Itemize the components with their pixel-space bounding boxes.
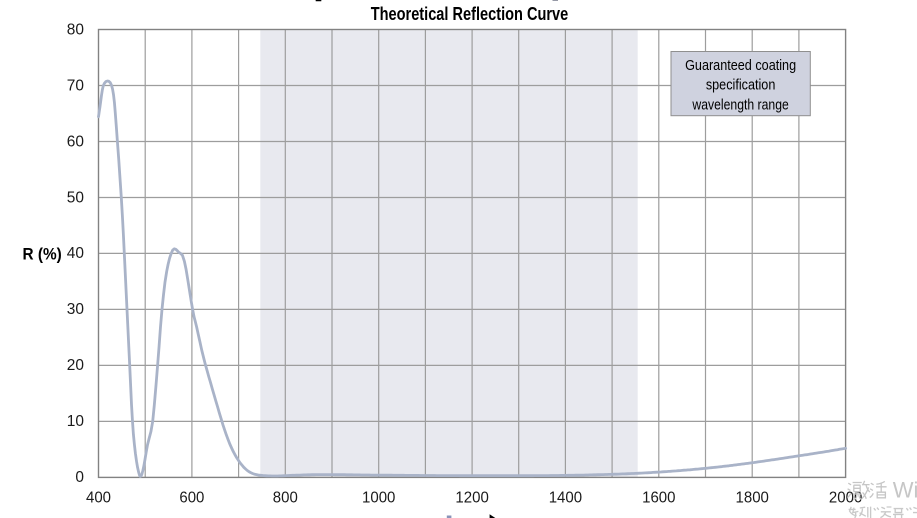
- svg-text:60: 60: [67, 133, 84, 150]
- svg-text:600: 600: [179, 490, 204, 507]
- svg-text:1200: 1200: [455, 490, 488, 507]
- svg-text:80: 80: [67, 21, 84, 38]
- svg-text:30: 30: [67, 301, 84, 318]
- svg-text:10: 10: [67, 413, 84, 430]
- svg-text:wavelength range: wavelength range: [692, 98, 789, 114]
- svg-text:70: 70: [67, 77, 84, 94]
- svg-text:R (%): R (%): [23, 244, 62, 263]
- svg-text:specification: specification: [706, 78, 776, 94]
- svg-text:1600: 1600: [642, 490, 675, 507]
- svg-text:1400: 1400: [549, 490, 582, 507]
- svg-text:Theoretical Reflection Curve: Theoretical Reflection Curve: [371, 4, 569, 24]
- svg-text:1000: 1000: [362, 490, 395, 507]
- svg-text:50: 50: [67, 189, 84, 206]
- svg-text:0: 0: [75, 469, 84, 486]
- svg-text:800: 800: [273, 490, 298, 507]
- svg-text:1800: 1800: [736, 490, 769, 507]
- svg-text:20: 20: [67, 357, 84, 374]
- svg-text:Wi: Wi: [893, 477, 917, 502]
- svg-text:Guaranteed coating: Guaranteed coating: [685, 58, 796, 74]
- svg-text:40: 40: [67, 245, 84, 262]
- svg-text:400: 400: [86, 490, 111, 507]
